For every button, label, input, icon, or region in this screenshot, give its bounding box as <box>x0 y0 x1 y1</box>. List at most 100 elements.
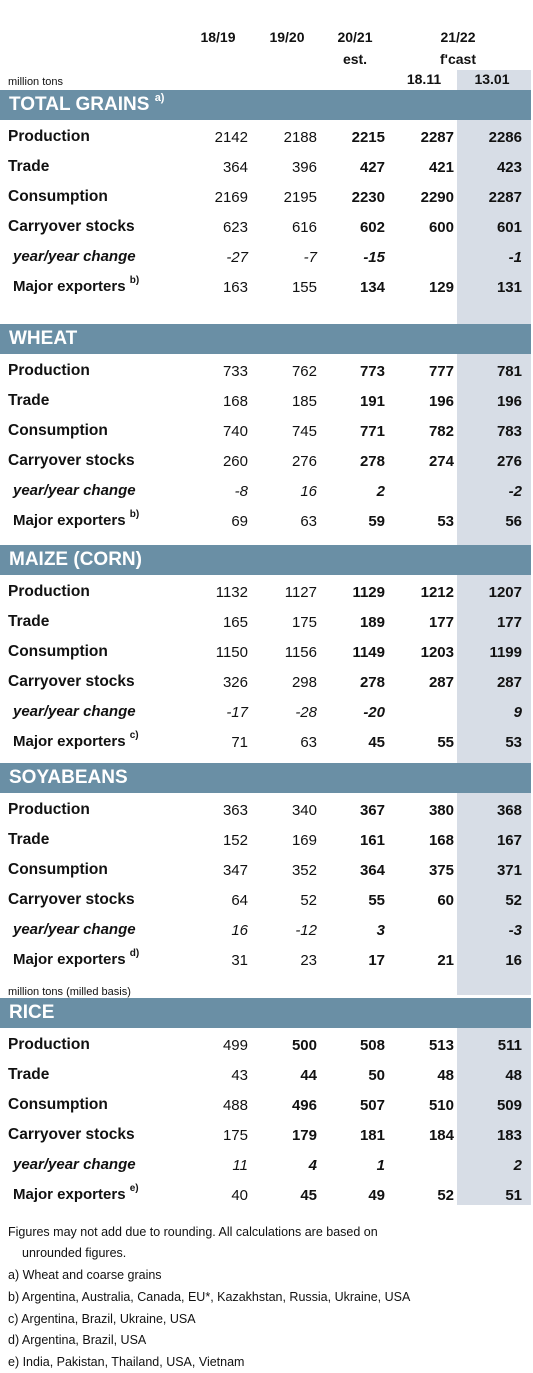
section-header-soyabeans: SOYABEANS <box>0 763 531 793</box>
rice-unit-label: million tons (milled basis) <box>8 986 131 998</box>
table-cell: 364 <box>359 862 385 879</box>
row-label: year/year change <box>13 703 136 720</box>
table-cell: 43 <box>231 1067 248 1084</box>
table-cell: 260 <box>222 453 248 470</box>
row-label-text: Consumption <box>8 188 108 205</box>
table-cell: 278 <box>359 674 385 691</box>
row-label-text: Consumption <box>8 861 108 878</box>
row-label: Carryover stocks <box>8 1126 135 1144</box>
row-label: Trade <box>8 613 49 631</box>
section-title: SOYABEANS <box>9 767 128 789</box>
row-label: Carryover stocks <box>8 673 135 691</box>
column-header-1920: 19/20 <box>269 29 305 45</box>
table-cell: 49 <box>368 1187 385 1204</box>
row-label: Trade <box>8 1066 49 1084</box>
section-title: WHEAT <box>9 328 77 350</box>
row-label-text: Carryover stocks <box>8 452 135 469</box>
table-cell: 2169 <box>214 189 248 206</box>
table-row: Trade 165 175 189 177 177 <box>0 610 531 634</box>
table-cell: 177 <box>496 614 522 631</box>
table-cell: 51 <box>505 1187 522 1204</box>
table-cell: 367 <box>359 802 385 819</box>
table-row: Consumption 488 496 507 510 509 <box>0 1093 531 1117</box>
row-label: Carryover stocks <box>8 891 135 909</box>
table-row: year/year change 11 4 1 2 <box>0 1153 531 1177</box>
table-row: Production 1132 1127 1129 1212 1207 <box>0 580 531 604</box>
row-label: year/year change <box>13 1156 136 1173</box>
table-cell: 1212 <box>420 584 454 601</box>
table-cell: 55 <box>368 892 385 909</box>
table-cell: 168 <box>222 393 248 410</box>
row-label-text: Major exporters <box>13 1186 126 1203</box>
table-cell: 496 <box>291 1097 317 1114</box>
column-header-date-1301: 13.01 <box>474 71 510 87</box>
column-header-2122: 21/22 <box>440 29 476 45</box>
row-label-text: Major exporters <box>13 733 126 750</box>
table-cell: 2 <box>513 1157 522 1174</box>
table-cell: 2286 <box>488 129 522 146</box>
table-cell: 185 <box>291 393 317 410</box>
row-label-text: year/year change <box>13 482 136 499</box>
row-label: Trade <box>8 392 49 410</box>
table-row: Carryover stocks 64 52 55 60 52 <box>0 888 531 912</box>
table-cell: 48 <box>505 1067 522 1084</box>
row-label-text: Trade <box>8 831 50 848</box>
row-label: Major exporters b) <box>13 509 140 529</box>
table-cell: -8 <box>234 483 248 500</box>
row-label-text: Consumption <box>8 643 108 660</box>
row-footnote-ref: d) <box>129 948 140 959</box>
table-cell: 782 <box>428 423 454 440</box>
table-cell: 363 <box>222 802 248 819</box>
row-label-text: Carryover stocks <box>8 218 135 235</box>
table-cell: 2215 <box>351 129 385 146</box>
table-cell: 53 <box>437 513 454 530</box>
row-label-text: Carryover stocks <box>8 1126 135 1143</box>
table-cell: 16 <box>505 952 522 969</box>
table-cell: 31 <box>231 952 248 969</box>
table-cell: 55 <box>437 734 454 751</box>
footnote-line: Figures may not add due to rounding. All… <box>8 1225 378 1239</box>
table-cell: -15 <box>363 249 385 266</box>
table-cell: 2 <box>376 483 385 500</box>
table-cell: 1203 <box>420 644 454 661</box>
section-header-wheat: WHEAT <box>0 324 531 354</box>
table-row: Carryover stocks 623 616 602 600 601 <box>0 215 531 239</box>
row-footnote-ref: b) <box>129 275 140 286</box>
table-cell: 1199 <box>489 644 522 661</box>
table-row: Major exporters b) 69 63 59 53 56 <box>0 509 531 533</box>
table-cell: 274 <box>428 453 454 470</box>
row-label-text: Production <box>8 583 90 600</box>
table-cell: 134 <box>359 279 385 296</box>
section-title-text: SOYABEANS <box>9 767 128 788</box>
table-cell: 52 <box>505 892 522 909</box>
table-cell: 421 <box>428 159 454 176</box>
table-row: Consumption 1150 1156 1149 1203 1199 <box>0 640 531 664</box>
section-title: MAIZE (CORN) <box>9 549 142 571</box>
table-cell: 4 <box>308 1157 317 1174</box>
table-cell: 183 <box>496 1127 522 1144</box>
row-label: Consumption <box>8 422 108 440</box>
table-cell: 168 <box>428 832 454 849</box>
table-cell: 177 <box>428 614 454 631</box>
table-row: year/year change 16 -12 3 -3 <box>0 918 531 942</box>
row-label: Production <box>8 801 90 819</box>
table-cell: 773 <box>359 363 385 380</box>
table-cell: 2287 <box>488 189 522 206</box>
table-cell: 63 <box>300 513 317 530</box>
table-cell: 161 <box>359 832 385 849</box>
row-label: year/year change <box>13 248 136 265</box>
table-cell: 167 <box>496 832 522 849</box>
row-label-text: Major exporters <box>13 951 126 968</box>
row-label-text: year/year change <box>13 1156 136 1173</box>
row-label-text: Trade <box>8 158 50 175</box>
table-cell: 326 <box>222 674 248 691</box>
table-cell: 3 <box>376 922 385 939</box>
row-label-text: Trade <box>8 392 50 409</box>
row-footnote-ref: b) <box>129 509 140 520</box>
table-row: Major exporters e) 40 45 49 52 51 <box>0 1183 531 1207</box>
table-cell: 740 <box>222 423 248 440</box>
row-label: Major exporters d) <box>13 948 140 968</box>
row-label-text: Production <box>8 1036 90 1053</box>
row-label: year/year change <box>13 482 136 499</box>
table-cell: 17 <box>368 952 385 969</box>
